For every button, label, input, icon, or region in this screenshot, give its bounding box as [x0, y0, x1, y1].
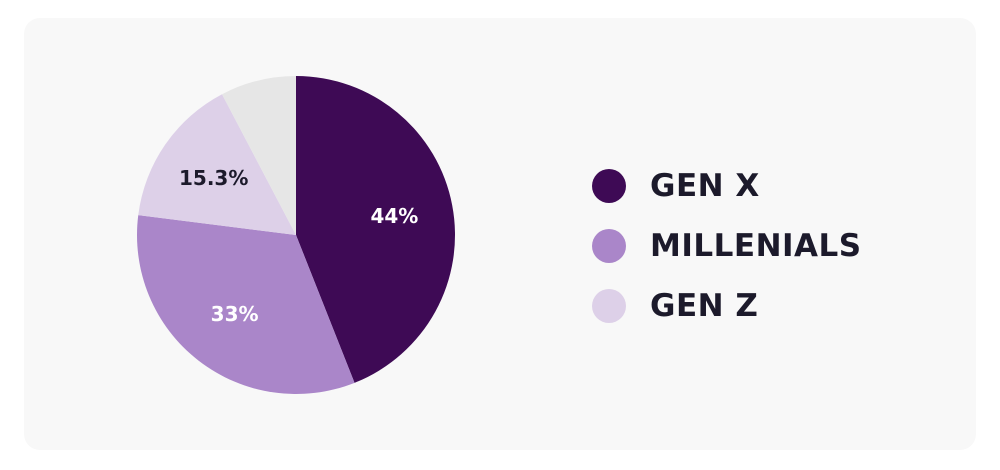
chart-legend: GEN X MILLENIALS GEN Z [592, 156, 862, 336]
pie-slice-gen-x [296, 76, 455, 383]
pie-slice-other [222, 76, 296, 235]
legend-item-millenials: MILLENIALS [592, 216, 862, 276]
pie-chart: 44% 33% 15.3% [136, 76, 455, 394]
pie-slice-millenials [136, 215, 355, 394]
data-label-millenials: 33% [211, 302, 259, 326]
legend-label-millenials: MILLENIALS [650, 228, 862, 264]
data-label-gen-z: 15.3% [179, 166, 248, 190]
legend-swatch-millenials [592, 229, 626, 263]
legend-label-gen-z: GEN Z [650, 288, 759, 324]
legend-item-gen-z: GEN Z [592, 276, 862, 336]
legend-swatch-gen-x [592, 169, 626, 203]
data-label-gen-x: 44% [370, 204, 418, 228]
chart-card: 44% 33% 15.3% GEN X MILLENIALS GEN Z [24, 18, 976, 450]
legend-label-gen-x: GEN X [650, 168, 760, 204]
legend-swatch-gen-z [592, 289, 626, 323]
pie-slice-gen-z [138, 94, 296, 235]
legend-item-gen-x: GEN X [592, 156, 862, 216]
